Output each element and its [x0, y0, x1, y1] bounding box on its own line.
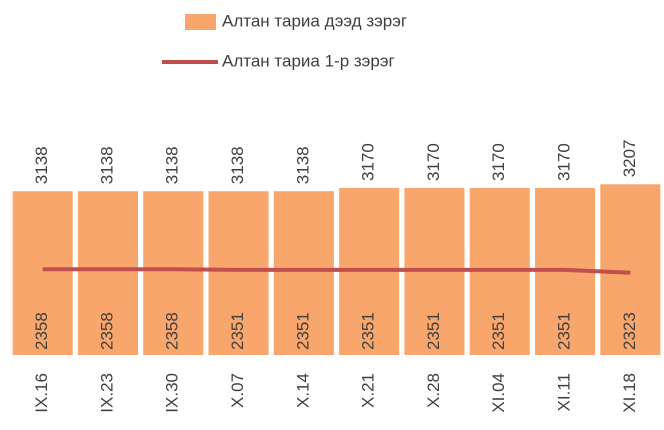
line-value-label: 2351	[359, 312, 378, 350]
legend-label: Алтан тариа дээд зэрэг	[222, 11, 407, 30]
bar	[208, 191, 269, 355]
bar-value-label: 3138	[228, 146, 247, 184]
line-value-label: 2358	[32, 312, 51, 350]
line-value-label: 2351	[293, 312, 312, 350]
line	[42, 267, 631, 275]
legend-swatch	[185, 14, 216, 30]
bar	[600, 184, 661, 355]
bar-value-label: 3170	[555, 143, 574, 181]
bar-value-label: 3138	[32, 146, 51, 184]
x-tick-label: XI.04	[489, 373, 508, 413]
x-tick-label: X.21	[359, 373, 378, 408]
x-tick-label: X.07	[228, 373, 247, 408]
legend-label: Алтан тариа 1-р зэрэг	[222, 51, 395, 70]
x-tick-label: X.14	[293, 373, 312, 408]
bar-value-label: 3170	[359, 143, 378, 181]
bar	[12, 191, 73, 355]
line-value-label: 2358	[163, 312, 182, 350]
bar-value-label: 3170	[424, 143, 443, 181]
bar-value-label: 3170	[489, 143, 508, 181]
x-tick-label: XI.18	[620, 373, 639, 413]
line-value-label: 2358	[97, 312, 116, 350]
x-tick-label: X.28	[424, 373, 443, 408]
line-value-label: 2323	[620, 312, 639, 350]
bar-value-label: 3138	[293, 146, 312, 184]
x-tick-label: IX.16	[32, 373, 51, 413]
bar-value-label: 3207	[620, 139, 639, 177]
line-value-label: 2351	[424, 312, 443, 350]
x-tick-label: IX.23	[97, 373, 116, 413]
bar	[77, 191, 138, 355]
x-tick-label: XI.11	[555, 373, 574, 411]
bar	[143, 191, 204, 355]
bar-value-label: 3138	[97, 146, 116, 184]
line-value-label: 2351	[489, 312, 508, 350]
line-value-label: 2351	[228, 312, 247, 350]
bar	[273, 191, 334, 355]
line-value-label: 2351	[555, 312, 574, 350]
x-tick-label: IX.30	[163, 373, 182, 413]
bar-value-label: 3138	[163, 146, 182, 184]
